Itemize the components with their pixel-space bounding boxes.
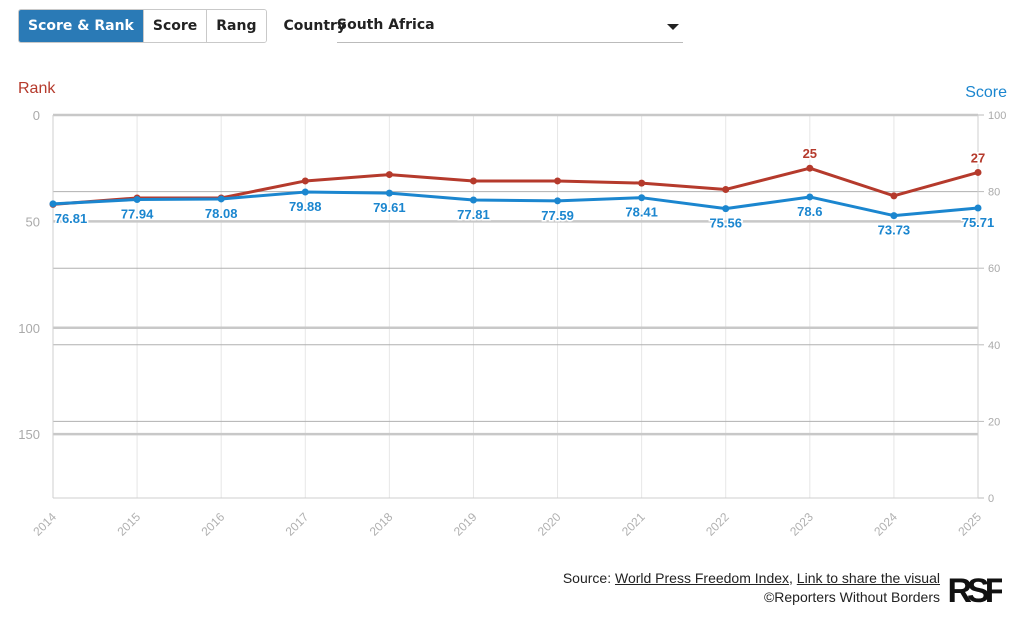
rank-point bbox=[301, 177, 309, 185]
score-point bbox=[301, 188, 309, 196]
x-tick-label: 2022 bbox=[703, 510, 732, 539]
rank-point bbox=[638, 179, 646, 187]
grid bbox=[52, 113, 979, 498]
score-point bbox=[385, 189, 393, 197]
score-tick-label: 20 bbox=[988, 416, 1000, 428]
score-data-label: 76.81 bbox=[55, 211, 88, 226]
score-axis-title: Score bbox=[965, 84, 1007, 101]
rank-tick-label: 0 bbox=[33, 108, 40, 123]
score-point bbox=[890, 212, 898, 220]
x-tick-label: 2020 bbox=[535, 510, 564, 539]
tab-rang[interactable]: Rang bbox=[207, 10, 266, 42]
source-line: Source: World Press Freedom Index, Link … bbox=[563, 569, 940, 588]
rank-point bbox=[890, 192, 898, 200]
rank-score-chart: 2014 2015 2016 2017 2018 2019 2020 2021 2022 2023… bbox=[18, 80, 1007, 539]
score-data-label: 78.6 bbox=[797, 204, 822, 219]
score-point bbox=[638, 194, 646, 202]
score-point bbox=[469, 196, 477, 204]
rsf-logo-text: RSF bbox=[948, 572, 1003, 607]
score-tick-label: 80 bbox=[988, 187, 1000, 199]
score-line bbox=[51, 190, 980, 218]
rank-point bbox=[469, 177, 477, 185]
score-data-label: 77.59 bbox=[541, 208, 574, 223]
score-data-label: 75.56 bbox=[709, 216, 742, 231]
score-point bbox=[974, 204, 982, 212]
x-tick-label: 2017 bbox=[283, 510, 312, 539]
copyright: ©Reporters Without Borders bbox=[763, 589, 940, 605]
score-tick-label: 60 bbox=[988, 263, 1000, 275]
x-tick-label: 2019 bbox=[451, 510, 480, 539]
rank-point bbox=[722, 185, 730, 193]
axes: 2014 2015 2016 2017 2018 2019 2020 2021 2022 2023… bbox=[18, 108, 1006, 539]
source-link[interactable]: World Press Freedom Index bbox=[614, 570, 790, 586]
x-tick-label: 2021 bbox=[619, 510, 648, 539]
rank-tick-label: 50 bbox=[26, 214, 40, 229]
rank-point bbox=[385, 171, 393, 179]
score-data-label: 78.41 bbox=[625, 205, 658, 220]
score-data-label: 79.88 bbox=[289, 199, 322, 214]
rank-point bbox=[806, 164, 814, 172]
rank-tick-label: 150 bbox=[18, 427, 40, 442]
source-separator: , bbox=[789, 570, 797, 586]
score-tick-label: 0 bbox=[988, 493, 994, 505]
country-select-value: South Africa bbox=[337, 17, 435, 33]
rsf-logo: RSF bbox=[948, 572, 1003, 607]
data-labels: 25 27 76.81 77.94 78.08 79.88 79.61 77.81 77.59 7… bbox=[53, 145, 996, 239]
score-data-label: 73.73 bbox=[878, 223, 911, 238]
view-toggle: Score & Rank Score Rang bbox=[18, 9, 267, 43]
score-tick-label: 40 bbox=[988, 340, 1000, 352]
rank-axis-title: Rank bbox=[18, 80, 56, 97]
x-tick-label: 2015 bbox=[114, 510, 143, 539]
rank-point bbox=[554, 177, 562, 185]
tab-score[interactable]: Score bbox=[143, 10, 208, 42]
x-tick-label: 2024 bbox=[871, 510, 900, 539]
rank-tick-label: 100 bbox=[18, 321, 40, 336]
share-link[interactable]: Link to share the visual bbox=[796, 570, 940, 586]
x-tick-label: 2018 bbox=[367, 510, 396, 539]
score-data-label: 77.81 bbox=[457, 207, 490, 222]
chevron-down-icon bbox=[667, 24, 679, 30]
score-point bbox=[49, 200, 57, 208]
tab-score-rank[interactable]: Score & Rank bbox=[19, 10, 144, 42]
toolbar: Score & Rank Score Rang Country bbox=[18, 9, 347, 43]
country-select[interactable]: South Africa bbox=[337, 16, 683, 43]
series bbox=[49, 164, 982, 220]
score-data-label: 78.08 bbox=[205, 206, 238, 221]
footer: Source: World Press Freedom Index, Link … bbox=[563, 569, 940, 607]
score-data-label: 77.94 bbox=[121, 206, 154, 221]
x-tick-label: 2023 bbox=[787, 510, 816, 539]
country-label: Country bbox=[283, 18, 347, 34]
x-tick-label: 2025 bbox=[955, 510, 984, 539]
x-tick-label: 2016 bbox=[199, 510, 228, 539]
x-tick-label: 2014 bbox=[30, 510, 59, 539]
rank-point bbox=[974, 168, 982, 176]
score-point bbox=[806, 193, 814, 201]
score-data-label: 79.61 bbox=[373, 200, 406, 215]
score-tick-label: 100 bbox=[988, 110, 1006, 122]
rank-data-label: 25 bbox=[803, 146, 817, 161]
score-point bbox=[554, 197, 562, 205]
source-prefix: Source: bbox=[562, 570, 615, 586]
score-point bbox=[217, 195, 225, 203]
score-point bbox=[133, 195, 141, 203]
score-data-label: 75.71 bbox=[962, 215, 995, 230]
score-point bbox=[722, 205, 730, 213]
rank-data-label: 27 bbox=[971, 150, 985, 165]
